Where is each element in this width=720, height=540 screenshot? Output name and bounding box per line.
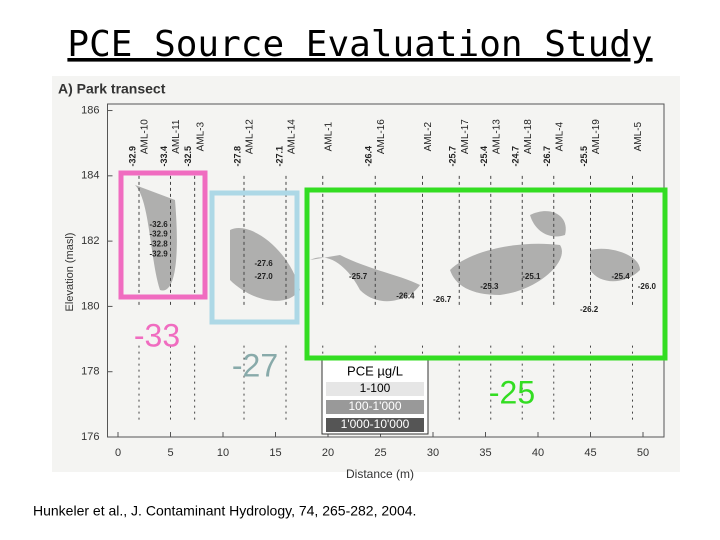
legend-swatch (326, 400, 424, 414)
legend: PCE µg/L 1-100 100-1'000 1'000-10'000 (321, 359, 429, 435)
legend-entry: 1'000-10'000 (341, 417, 410, 431)
well-value: -33.4 (159, 146, 169, 167)
x-tick-label: 25 (374, 447, 386, 459)
plume-area (135, 185, 177, 291)
x-tick-label: 0 (115, 447, 121, 459)
well-value: -25.7 (448, 146, 458, 167)
sample-value: -26.4 (396, 292, 415, 301)
well-value: -26.4 (364, 146, 374, 167)
well-value: -25.4 (479, 146, 489, 167)
slide-title: PCE Source Evaluation Study (67, 24, 652, 65)
sample-value: -26.0 (638, 282, 657, 291)
x-tick-label: 30 (427, 447, 439, 459)
legend-swatch (326, 382, 424, 396)
well-name: AML-4 (554, 121, 565, 151)
plume-area (310, 255, 420, 302)
y-tick-label: 178 (81, 366, 99, 378)
legend-entry: 1-100 (360, 381, 391, 395)
sample-value: -32.6 (150, 220, 169, 229)
well-name: AML-18 (523, 119, 534, 154)
sample-value: -32.9 (150, 230, 169, 239)
well-value: -24.7 (511, 146, 521, 167)
x-tick-label: 5 (167, 447, 173, 459)
well-name: AML-2 (423, 121, 434, 151)
x-tick-label: 15 (269, 447, 281, 459)
y-tick-label: 186 (81, 104, 99, 116)
y-tick-label: 176 (81, 431, 99, 443)
well-name: AML-11 (171, 119, 182, 154)
box-label: -27 (232, 347, 278, 383)
well-name: AML-3 (195, 121, 206, 151)
legend-title: PCE µg/L (347, 363, 403, 378)
plume-area (590, 248, 640, 282)
y-axis-label: Elevation (masl) (64, 233, 76, 312)
well-name: AML-5 (633, 121, 644, 151)
sample-value: -25.4 (612, 272, 631, 281)
sample-value: -26.2 (580, 305, 599, 314)
legend-swatch (326, 418, 424, 432)
legend-entry: 100-1'000 (348, 399, 401, 413)
sample-value: -32.8 (150, 239, 169, 248)
well-name: AML-16 (376, 119, 387, 154)
well-name: AML-1 (323, 121, 334, 151)
panel-title: A) Park transect (58, 81, 166, 97)
plume-area (530, 211, 566, 237)
y-tick-label: 182 (81, 235, 99, 247)
well-value: -32.5 (183, 146, 193, 167)
x-axis-label: Distance (m) (346, 467, 414, 481)
sample-value: -25.3 (480, 282, 499, 291)
sample-value: -32.9 (150, 249, 169, 258)
well-name: AML-13 (491, 119, 502, 154)
citation: Hunkeler et al., J. Contaminant Hydrolog… (33, 503, 416, 519)
highlight-box (209, 190, 300, 325)
y-tick-label: 184 (81, 170, 99, 182)
well-value: -26.7 (542, 146, 552, 167)
plume (135, 185, 640, 302)
x-tick-label: 20 (322, 447, 334, 459)
sample-value: -26.7 (433, 295, 452, 304)
sample-value: -25.7 (349, 272, 368, 281)
well-name: AML-12 (245, 119, 256, 154)
plume-area (230, 228, 300, 301)
x-tick-label: 35 (479, 447, 491, 459)
y-tick-label: 180 (81, 300, 99, 312)
well-value: -27.8 (232, 146, 242, 167)
sample-value: -27.6 (255, 259, 274, 268)
well-name: AML-10 (140, 119, 151, 154)
well-name: AML-17 (460, 119, 471, 154)
box-label: -33 (134, 317, 180, 353)
x-tick-label: 10 (217, 447, 229, 459)
well-name: AML-14 (287, 119, 298, 154)
x-tick-label: 45 (584, 447, 596, 459)
well-value: -27.1 (274, 146, 284, 167)
well-value: -32.9 (127, 146, 137, 167)
x-tick-label: 40 (532, 447, 544, 459)
well-value: -25.5 (579, 146, 589, 167)
box-label: -25 (489, 374, 535, 410)
sample-value: -27.0 (255, 272, 274, 281)
sample-value: -25.1 (522, 272, 541, 281)
highlight-box (304, 187, 668, 361)
well-name: AML-19 (591, 119, 602, 154)
plume-area (450, 243, 562, 295)
highlight-box (118, 170, 208, 300)
x-tick-label: 50 (637, 447, 649, 459)
